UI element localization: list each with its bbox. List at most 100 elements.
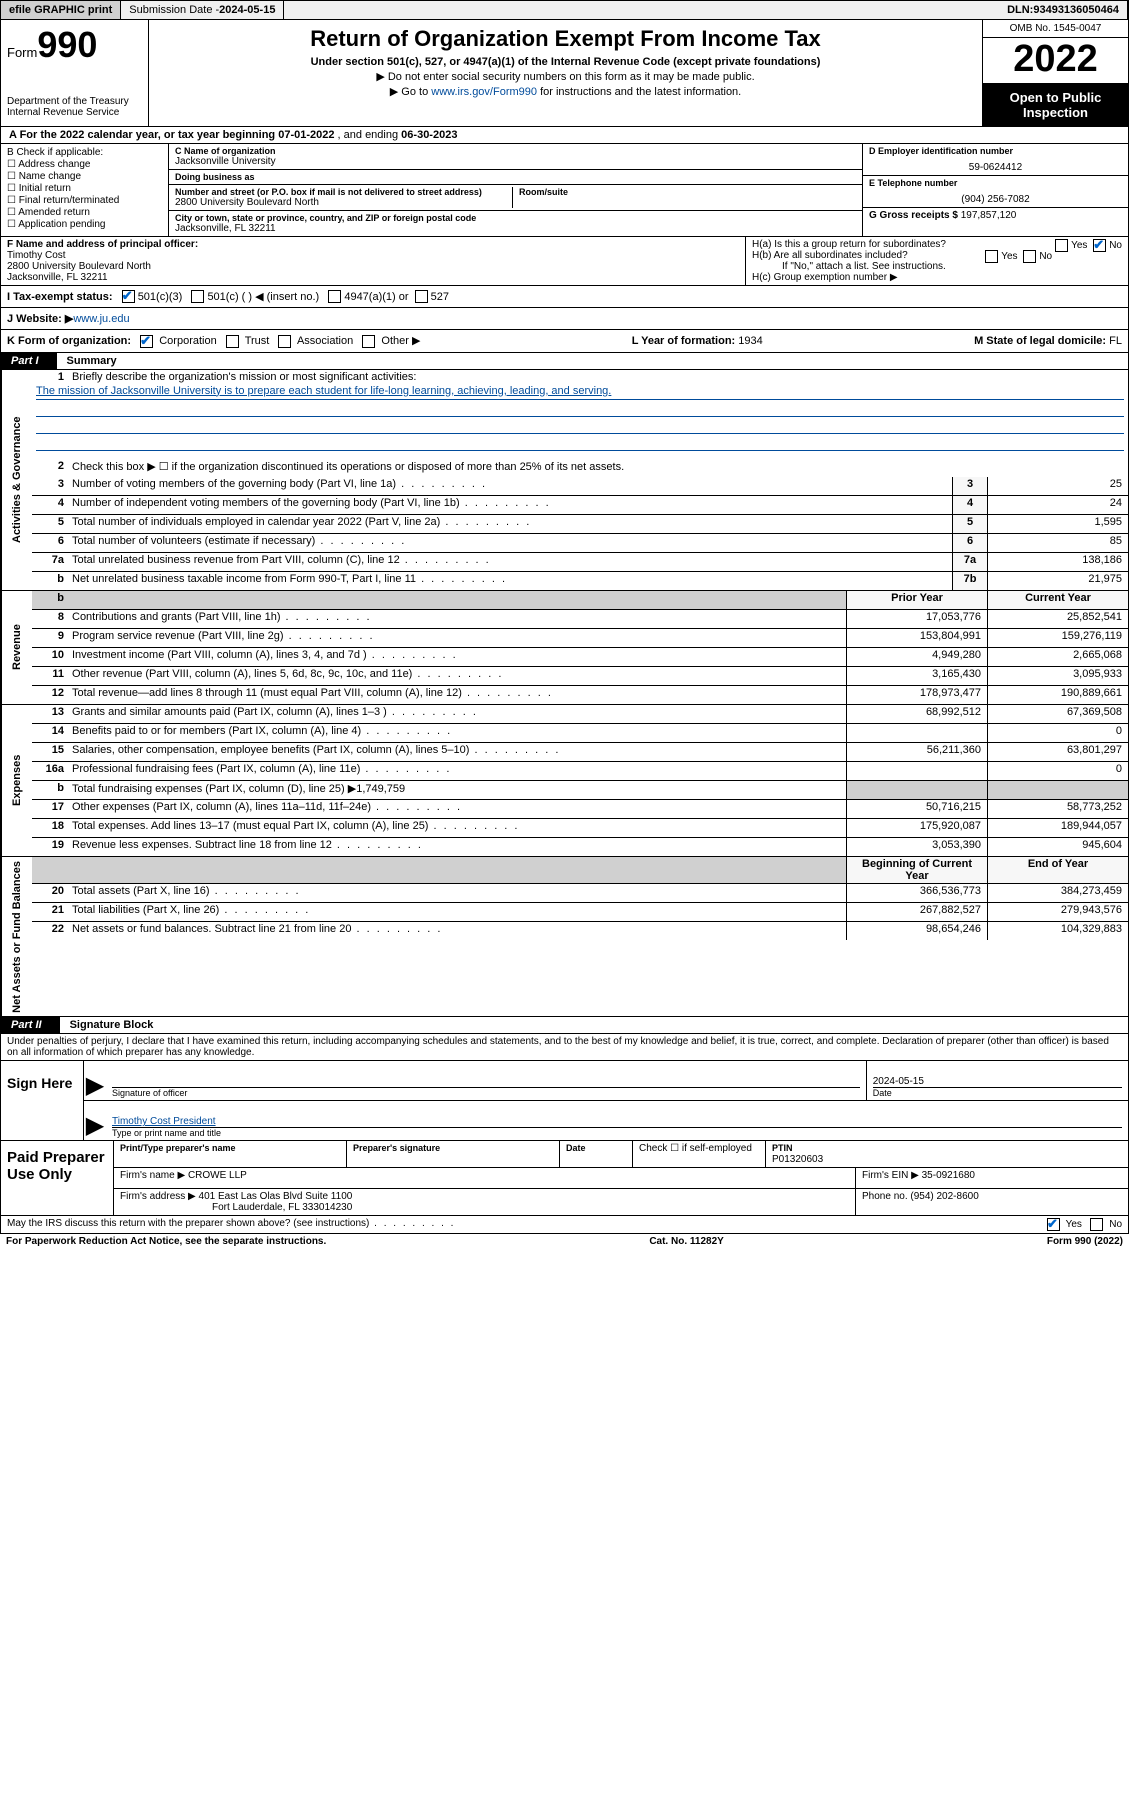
prep-row-2: Firm's name ▶ CROWE LLP Firm's EIN ▶ 35-… xyxy=(114,1168,1128,1189)
efile-button[interactable]: efile GRAPHIC print xyxy=(1,1,121,19)
part1-header: Part I Summary xyxy=(0,353,1129,370)
firm-name-label: Firm's name ▶ xyxy=(120,1170,188,1181)
city-label: City or town, state or province, country… xyxy=(175,213,856,223)
part1-title: Summary xyxy=(57,355,117,367)
chk-501c3[interactable] xyxy=(122,290,135,303)
opt-trust: Trust xyxy=(245,335,270,347)
chk-initial[interactable]: ☐ Initial return xyxy=(7,183,162,194)
mission-text: The mission of Jacksonville University i… xyxy=(36,385,611,397)
form-number: Form990 xyxy=(7,24,142,66)
net-header: Beginning of Current Year End of Year xyxy=(32,857,1128,884)
hc-label: H(c) Group exemption number ▶ xyxy=(752,272,1122,283)
hb-yes[interactable] xyxy=(985,250,998,263)
sign-row-2: ▶ Timothy Cost President Type or print n… xyxy=(84,1101,1128,1140)
gross-label: G Gross receipts $ xyxy=(869,210,961,221)
preparer-right: Print/Type preparer's name Preparer's si… xyxy=(114,1141,1128,1215)
opt-527: 527 xyxy=(431,291,449,303)
firm-addr1: 401 East Las Olas Blvd Suite 1100 xyxy=(199,1191,353,1202)
exp-line-15: 15 Salaries, other compensation, employe… xyxy=(32,743,1128,762)
state-domicile: FL xyxy=(1109,335,1122,347)
net-body: Beginning of Current Year End of Year 20… xyxy=(32,857,1128,1017)
note-post: for instructions and the latest informat… xyxy=(537,86,741,98)
note-pre: ▶ Go to xyxy=(390,86,431,98)
org-name: Jacksonville University xyxy=(175,156,856,167)
ein-cell: D Employer identification number 59-0624… xyxy=(863,144,1128,176)
year-formation: 1934 xyxy=(738,335,762,347)
line-j: J Website: ▶ www.ju.edu xyxy=(0,308,1129,330)
block-fh: F Name and address of principal officer:… xyxy=(0,237,1129,286)
opt-4947: 4947(a)(1) or xyxy=(344,291,408,303)
declaration-text: Under penalties of perjury, I declare th… xyxy=(0,1034,1129,1061)
irs-label: Internal Revenue Service xyxy=(7,107,142,118)
chk-501c[interactable] xyxy=(191,290,204,303)
prep-date-label: Date xyxy=(566,1143,586,1153)
opt-501c: 501(c) ( ) ◀ (insert no.) xyxy=(207,290,319,303)
line-k-label: K Form of organization: xyxy=(7,335,131,347)
discuss-text: May the IRS discuss this return with the… xyxy=(7,1218,369,1229)
line-m-label: M State of legal domicile: xyxy=(974,335,1109,347)
line-i: I Tax-exempt status: 501(c)(3) 501(c) ( … xyxy=(0,286,1129,308)
sig-name-label: Type or print name and title xyxy=(112,1127,1122,1138)
chk-other[interactable] xyxy=(362,335,375,348)
gov-line-4: 4 Number of independent voting members o… xyxy=(32,496,1128,515)
line-klm: K Form of organization: Corporation Trus… xyxy=(0,330,1129,353)
ein: 59-0624412 xyxy=(869,162,1122,173)
part2-label: Part II xyxy=(1,1017,60,1033)
year-end: 06-30-2023 xyxy=(401,129,457,141)
top-toolbar: efile GRAPHIC print Submission Date - 20… xyxy=(0,0,1129,20)
form-header: Form990 Department of the Treasury Inter… xyxy=(0,20,1129,127)
paperwork-notice: For Paperwork Reduction Act Notice, see … xyxy=(6,1236,326,1247)
sig-date-label: Date xyxy=(873,1087,1122,1098)
officer-label: F Name and address of principal officer: xyxy=(7,239,198,250)
line1-desc: Briefly describe the organization's miss… xyxy=(68,370,1128,384)
firm-ein: 35-0921680 xyxy=(922,1170,975,1181)
section-net: Net Assets or Fund Balances Beginning of… xyxy=(0,857,1129,1018)
chk-address[interactable]: ☐ Address change xyxy=(7,159,162,170)
line-a: A For the 2022 calendar year, or tax yea… xyxy=(0,127,1129,144)
form-word: Form xyxy=(7,45,37,60)
line-a-mid: , and ending xyxy=(338,129,402,141)
discuss-no[interactable] xyxy=(1090,1218,1103,1231)
omb-number: OMB No. 1545-0047 xyxy=(983,20,1128,38)
chk-name[interactable]: ☐ Name change xyxy=(7,171,162,182)
chk-pending[interactable]: ☐ Application pending xyxy=(7,219,162,230)
gross-cell: G Gross receipts $ 197,857,120 xyxy=(863,208,1128,236)
rev-line-12: 12 Total revenue—add lines 8 through 11 … xyxy=(32,686,1128,704)
chk-amended[interactable]: ☐ Amended return xyxy=(7,207,162,218)
preparer-label: Paid Preparer Use Only xyxy=(1,1141,114,1215)
firm-addr-label: Firm's address ▶ xyxy=(120,1191,199,1202)
line-k: K Form of organization: Corporation Trus… xyxy=(7,334,420,348)
hb-no[interactable] xyxy=(1023,250,1036,263)
chk-4947[interactable] xyxy=(328,290,341,303)
net-line-22: 22 Net assets or fund balances. Subtract… xyxy=(32,922,1128,940)
dept-label: Department of the Treasury xyxy=(7,96,142,107)
chk-trust[interactable] xyxy=(226,335,239,348)
chk-corp[interactable] xyxy=(140,335,153,348)
org-name-row: C Name of organization Jacksonville Univ… xyxy=(169,144,862,170)
ha-yes[interactable] xyxy=(1055,239,1068,252)
ha-no[interactable] xyxy=(1093,239,1106,252)
street: 2800 University Boulevard North xyxy=(175,197,512,208)
rev-header: b Prior Year Current Year xyxy=(32,591,1128,610)
note-link: ▶ Go to www.irs.gov/Form990 for instruct… xyxy=(159,85,972,98)
sig-date: 2024-05-15 xyxy=(873,1076,1122,1087)
org-name-label: C Name of organization xyxy=(175,146,856,156)
tax-year: 2022 xyxy=(983,38,1128,84)
exp-line-19: 19 Revenue less expenses. Subtract line … xyxy=(32,838,1128,856)
part2-header: Part II Signature Block xyxy=(0,1017,1129,1034)
line-i-label: I Tax-exempt status: xyxy=(7,291,113,303)
exp-line-b: b Total fundraising expenses (Part IX, c… xyxy=(32,781,1128,800)
chk-assoc[interactable] xyxy=(278,335,291,348)
line-a-pre: A For the 2022 calendar year, or tax yea… xyxy=(9,129,278,141)
irs-link[interactable]: www.irs.gov/Form990 xyxy=(431,86,537,98)
room-label: Room/suite xyxy=(519,187,856,197)
officer-addr1: 2800 University Boulevard North xyxy=(7,261,739,272)
street-label: Number and street (or P.O. box if mail i… xyxy=(175,187,512,197)
exp-line-14: 14 Benefits paid to or for members (Part… xyxy=(32,724,1128,743)
chk-527[interactable] xyxy=(415,290,428,303)
line-l: L Year of formation: 1934 xyxy=(632,335,763,347)
chk-name-lbl: Name change xyxy=(19,171,81,182)
website-link[interactable]: www.ju.edu xyxy=(73,313,129,325)
discuss-yes[interactable] xyxy=(1047,1218,1060,1231)
chk-final[interactable]: ☐ Final return/terminated xyxy=(7,195,162,206)
